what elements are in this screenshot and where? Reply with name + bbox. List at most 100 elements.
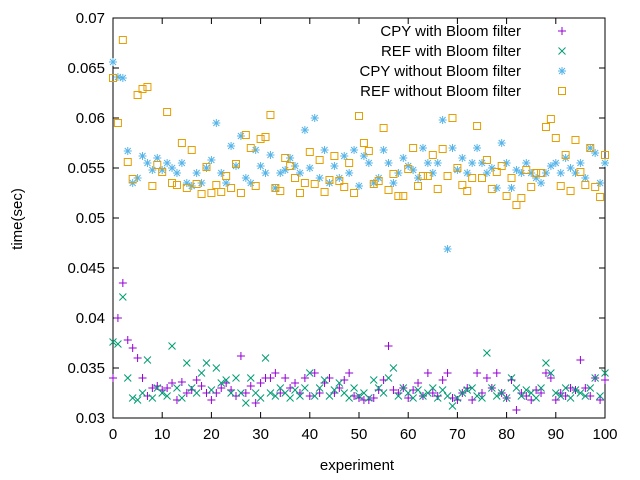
data-point — [320, 146, 329, 154]
data-point — [232, 374, 240, 382]
data-point — [345, 159, 354, 167]
data-point — [168, 342, 176, 350]
data-point — [109, 58, 117, 66]
data-point — [483, 349, 491, 357]
data-point — [291, 174, 300, 182]
x-tick-label: 10 — [154, 426, 171, 443]
data-point — [123, 336, 132, 344]
data-point — [458, 181, 467, 189]
data-point — [320, 376, 329, 384]
series-star — [109, 58, 609, 253]
data-point — [168, 379, 177, 387]
data-point — [492, 168, 501, 176]
data-point — [340, 183, 349, 191]
series-square — [109, 36, 609, 209]
data-point — [148, 182, 157, 190]
data-point — [340, 152, 349, 160]
data-point — [109, 374, 117, 382]
data-point — [542, 359, 550, 367]
data-point — [364, 394, 373, 402]
data-point — [232, 162, 240, 170]
y-tick-label: 0.04 — [76, 310, 105, 327]
data-point — [438, 145, 447, 153]
data-point — [463, 187, 472, 195]
data-point — [291, 379, 300, 387]
data-point — [261, 354, 270, 362]
data-point — [433, 185, 442, 193]
data-point — [232, 392, 240, 400]
data-point — [512, 201, 521, 209]
data-point — [414, 379, 423, 387]
data-point — [133, 354, 142, 362]
data-point — [143, 83, 152, 91]
data-point — [217, 188, 226, 196]
data-point — [143, 159, 152, 167]
data-point — [414, 174, 423, 182]
data-point — [364, 396, 373, 404]
data-point — [547, 369, 555, 377]
data-point — [182, 389, 191, 397]
data-point — [276, 187, 285, 195]
data-point — [482, 156, 491, 164]
data-point — [384, 342, 393, 350]
data-point — [423, 172, 432, 180]
x-axis-title: experiment — [320, 457, 395, 474]
data-point — [236, 132, 245, 140]
data-point — [399, 154, 408, 162]
data-point — [517, 392, 526, 400]
data-point — [418, 172, 427, 180]
y-tick-label: 0.045 — [67, 260, 105, 277]
data-point — [177, 139, 186, 147]
y-tick-label: 0.065 — [67, 60, 105, 77]
data-point — [281, 154, 290, 162]
data-point — [601, 376, 609, 384]
data-point — [192, 169, 201, 177]
data-point — [158, 166, 167, 174]
data-point — [546, 374, 555, 382]
data-point — [433, 394, 442, 402]
data-point — [241, 131, 250, 139]
data-point — [556, 182, 565, 190]
data-point — [537, 179, 546, 187]
data-point — [409, 144, 418, 152]
data-point — [566, 394, 575, 402]
data-point — [227, 184, 236, 192]
data-point — [374, 177, 383, 185]
data-point — [443, 392, 452, 400]
data-point — [128, 394, 137, 402]
data-point — [168, 179, 177, 187]
data-point — [286, 154, 295, 162]
data-point — [345, 369, 354, 377]
data-point — [138, 85, 147, 93]
data-point — [153, 382, 162, 390]
data-point — [492, 369, 501, 377]
data-point — [109, 74, 117, 82]
data-point — [384, 374, 393, 382]
data-point — [394, 392, 403, 400]
y-tick-label: 0.035 — [67, 360, 105, 377]
data-point — [118, 279, 127, 287]
series-plus — [109, 279, 609, 414]
data-point — [123, 158, 132, 166]
data-point — [212, 119, 221, 127]
legend-marker — [558, 27, 566, 35]
data-point — [571, 136, 580, 144]
data-point — [384, 159, 393, 167]
data-point — [468, 396, 477, 404]
data-point — [487, 185, 496, 193]
data-point — [271, 392, 280, 400]
data-point — [138, 374, 147, 382]
data-point — [453, 166, 462, 174]
data-point — [246, 179, 255, 187]
data-point — [305, 148, 314, 156]
data-point — [163, 108, 172, 116]
data-point — [177, 159, 186, 167]
data-point — [173, 384, 181, 392]
x-axis-ticks: 0 10 20 30 40 50 60 70 80 90 100 — [109, 18, 618, 443]
data-point — [468, 174, 477, 182]
data-point — [596, 396, 605, 404]
data-point — [478, 174, 486, 182]
data-point — [586, 144, 595, 152]
data-point — [222, 179, 231, 187]
